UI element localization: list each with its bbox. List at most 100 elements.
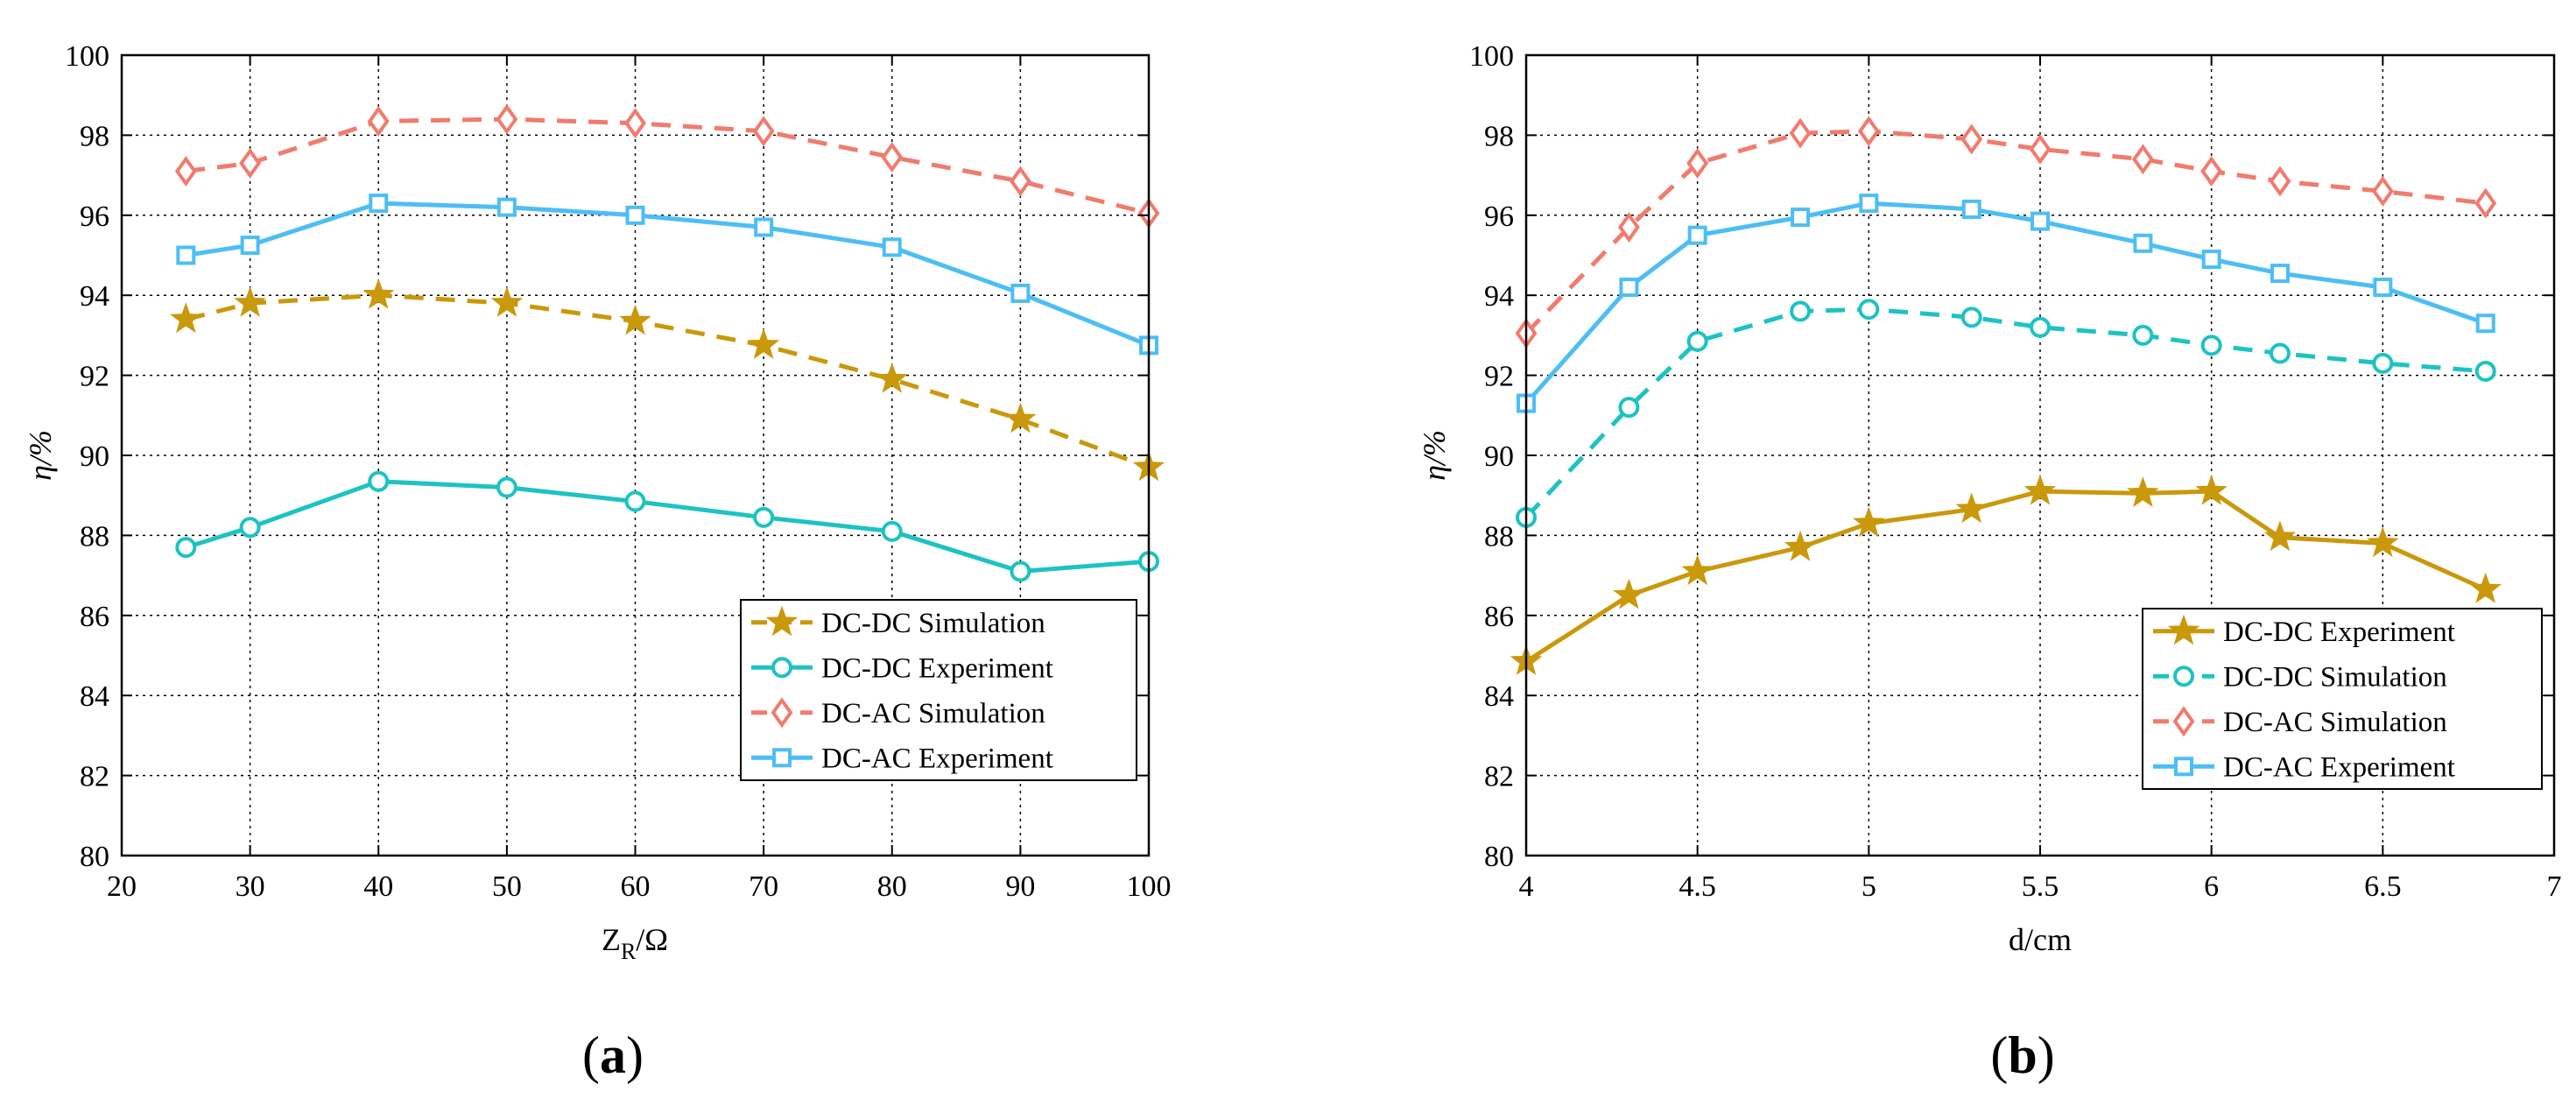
panel-a-series-1-point bbox=[753, 506, 775, 528]
panel-b: 80 82 84 86 88 90 92 94 96 98 100 4 4.5 5 5.5 6 6.5 7 η/%… bbox=[1417, 40, 2562, 1084]
panel-b-x-tick-label: 5.5 bbox=[2022, 870, 2059, 903]
panel-b-series-3-point bbox=[2201, 250, 2221, 270]
panel-a-series-2-point bbox=[1009, 166, 1031, 197]
panel-a-y-tick-label: 100 bbox=[65, 40, 109, 73]
panel-a-y-axis-label: η/% bbox=[23, 430, 58, 481]
panel-a-series-1-point bbox=[368, 470, 390, 492]
panel-b-legend: DC-DC Experiment DC-DC Simulation DC-AC Si… bbox=[2142, 608, 2543, 790]
panel-a-series-0-point bbox=[1004, 402, 1037, 433]
panel-a-x-tick-label: 40 bbox=[363, 870, 393, 903]
panel-b-series-3-point bbox=[1859, 194, 1879, 214]
panel-b-x-tick-label: 5 bbox=[1862, 870, 1876, 903]
panel-a-legend-box bbox=[740, 599, 1137, 781]
panel-a-legend-swatch-marker-0 bbox=[765, 605, 799, 637]
panel-a-y-tick-label: 96 bbox=[80, 201, 109, 233]
panel-b-series-0-point bbox=[2263, 520, 2297, 552]
panel-b-series-1-point bbox=[2372, 352, 2394, 374]
panel-a-series-0-point bbox=[747, 328, 780, 359]
panel-a-series-3-point bbox=[1010, 283, 1031, 303]
panel-b-series-1-point bbox=[1790, 300, 1812, 322]
panel-a-series-line-1 bbox=[185, 479, 1150, 574]
panel-b-y-tick-label: 86 bbox=[1484, 601, 1514, 633]
panel-a-legend-swatch-marker-1 bbox=[771, 657, 792, 679]
panel-b-y-tick-label: 82 bbox=[1484, 761, 1514, 793]
panel-a-axes: 80 82 84 86 88 90 92 94 96 98 100 20 30 40 50 60 70 80 90 1… bbox=[65, 40, 1172, 903]
panel-b-series-2-point bbox=[2029, 133, 2052, 165]
panel-b-legend-label-2: DC-AC Simulation bbox=[2223, 707, 2447, 738]
panel-b-series bbox=[1510, 116, 2502, 675]
panel-b-series-0-point bbox=[1853, 506, 1885, 538]
panel-b-x-tick-label: 4.5 bbox=[1679, 870, 1716, 903]
panel-a-y-tick-label: 82 bbox=[80, 761, 109, 793]
panel-b-legend-swatch-marker-3 bbox=[2174, 757, 2193, 777]
panel-a-series-1-point bbox=[496, 476, 517, 498]
panel-b-series-3-point bbox=[2270, 264, 2290, 284]
panel-b-series-2-point bbox=[1789, 117, 1812, 149]
panel-b-series-2-point bbox=[2269, 166, 2291, 197]
panel-b-series-0-point bbox=[1784, 530, 1817, 561]
panel-a-legend-label-2: DC-AC Simulation bbox=[821, 698, 1045, 729]
panel-b-y-tick-label: 80 bbox=[1484, 841, 1514, 873]
panel-a-label-letter: a bbox=[600, 1026, 626, 1084]
panel-a-series-line-3 bbox=[185, 201, 1150, 348]
panel-b-legend-swatch-marker-2 bbox=[2172, 706, 2195, 737]
panel-b-x-tick-label: 4 bbox=[1519, 870, 1534, 903]
panel-a-series-0-point bbox=[876, 363, 908, 393]
panel-a-x-axis-label-tail: /Ω bbox=[636, 922, 668, 957]
panel-a-y-tick-label: 94 bbox=[80, 280, 109, 313]
panel-b-series-1-point bbox=[1618, 397, 1640, 419]
panel-b-x-axis-label: d/cm bbox=[2009, 922, 2072, 957]
panel-a-series-2-point bbox=[496, 103, 518, 135]
panel-b-y-tick-label: 94 bbox=[1484, 280, 1514, 313]
panel-a-legend-swatch-marker-2 bbox=[771, 697, 793, 729]
panel-b-series-0-point bbox=[2469, 572, 2502, 603]
panel-a-series-1-point bbox=[239, 517, 261, 539]
panel-a-y-tick-label: 98 bbox=[80, 120, 109, 152]
panel-a-legend-swatch-marker-3 bbox=[772, 748, 792, 768]
panel-b-y-tick-label: 98 bbox=[1484, 120, 1514, 152]
panel-b-legend-swatch-marker-0 bbox=[2167, 614, 2200, 645]
panel-a: 80 82 84 86 88 90 92 94 96 98 100 20 30 40 50 60 70 80 90 1… bbox=[23, 40, 1172, 1084]
panel-b-legend-swatch-marker-1 bbox=[2173, 666, 2194, 687]
panel-a-series-3-point bbox=[882, 237, 902, 257]
panel-b-series-1-point bbox=[2474, 361, 2496, 383]
panel-a-x-tick-label: 50 bbox=[492, 870, 522, 903]
panel-a-series-2-point bbox=[174, 156, 197, 187]
panel-b-series-2-point bbox=[1617, 212, 1640, 243]
panel-b-y-tick-label: 90 bbox=[1484, 440, 1514, 473]
panel-b-series-0-point bbox=[2195, 474, 2228, 505]
panel-a-x-axis-label-sub: R bbox=[621, 939, 637, 964]
panel-b-series-1-point bbox=[2269, 342, 2291, 364]
panel-b-series-3-point bbox=[1687, 225, 1707, 245]
panel-b-series-line-1 bbox=[1524, 306, 2486, 519]
panel-a-series-1-point bbox=[624, 490, 646, 512]
panel-b-series-3-point bbox=[1961, 199, 1981, 219]
panel-b-series-1-point bbox=[1960, 306, 1982, 328]
panel-a-series-0-point bbox=[169, 302, 202, 334]
panel-b-y-tick-label: 100 bbox=[1469, 40, 1514, 73]
panel-b-legend-label-1: DC-DC Simulation bbox=[2223, 661, 2447, 693]
panel-a-series-1-point bbox=[1010, 560, 1031, 582]
panel-b-series-line-2 bbox=[1524, 129, 2486, 335]
panel-b-series-3-point bbox=[1619, 278, 1639, 298]
panel-b-label-letter: b bbox=[2008, 1026, 2037, 1084]
panel-a-series-0-point bbox=[362, 278, 395, 309]
panel-b-y-tick-label: 88 bbox=[1484, 520, 1514, 553]
panel-a-legend-label-0: DC-DC Simulation bbox=[821, 608, 1045, 639]
panel-b-series-line-3 bbox=[1524, 201, 2487, 405]
panel-b-series-0-point bbox=[2127, 476, 2159, 507]
panel-b-series-2-point bbox=[1686, 147, 1709, 179]
panel-b-series-0-point bbox=[1681, 554, 1714, 586]
panel-a-x-tick-label: 90 bbox=[1005, 870, 1035, 903]
panel-b-series-2-point bbox=[2371, 175, 2394, 207]
panel-b-series-2-point bbox=[1960, 123, 1983, 155]
panel-b-y-axis-label: η/% bbox=[1417, 430, 1452, 481]
panel-a-x-tick-label: 100 bbox=[1127, 870, 1172, 903]
panel-b-series-2-point bbox=[1857, 116, 1880, 147]
panel-a-legend-label-1: DC-DC Experiment bbox=[821, 652, 1053, 684]
panel-b-legend-label-3: DC-AC Experiment bbox=[2223, 751, 2455, 783]
panel-a-x-tick-label: 60 bbox=[621, 870, 651, 903]
panel-b-y-tick-label: 96 bbox=[1484, 201, 1514, 233]
panel-a-x-tick-label: 30 bbox=[236, 870, 265, 903]
panel-a-series-2-point bbox=[239, 147, 262, 179]
